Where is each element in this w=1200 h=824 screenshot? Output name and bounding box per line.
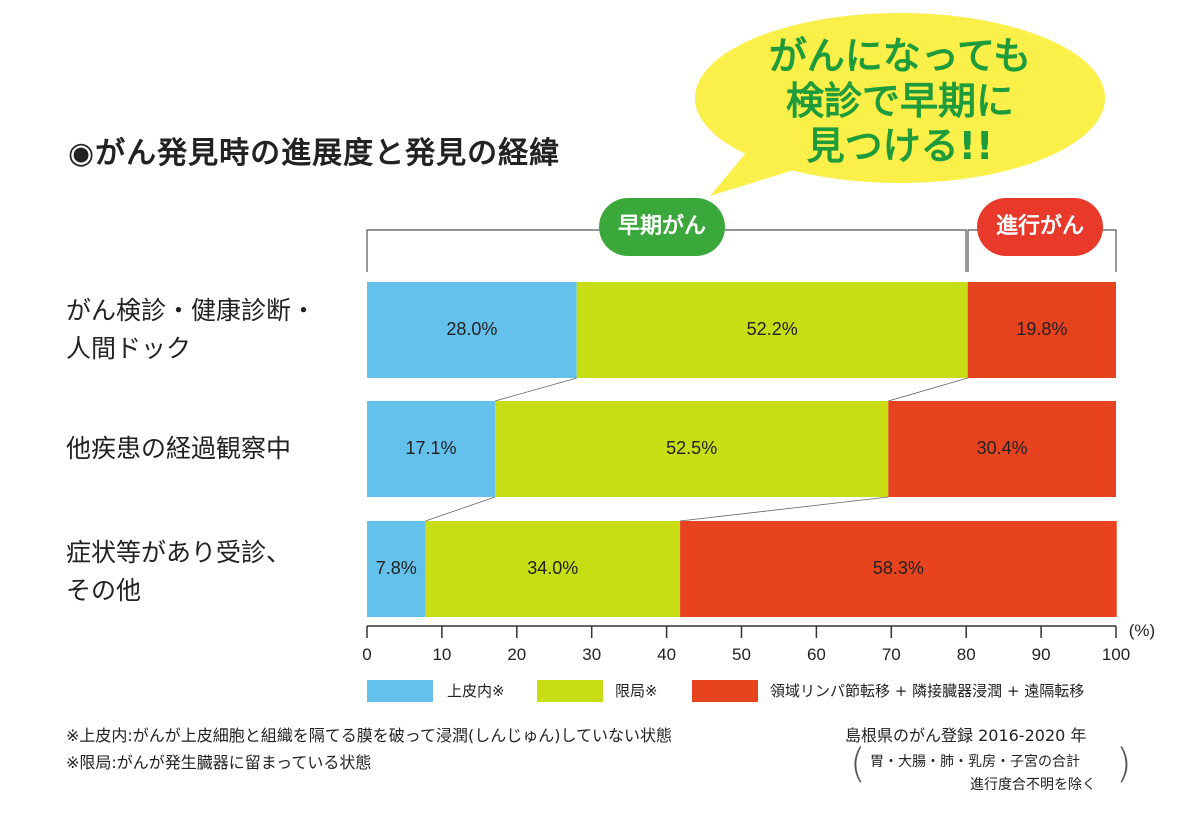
bar-segment	[425, 521, 681, 617]
connector-line	[680, 496, 889, 522]
x-tick-label: 20	[507, 645, 526, 664]
data-label: 52.2%	[747, 319, 798, 339]
data-label: 52.5%	[666, 438, 717, 458]
data-label: 34.0%	[527, 558, 578, 578]
bubble-line: 検診で早期に	[785, 79, 1014, 123]
x-tick-label: 30	[582, 645, 601, 664]
bar-segment	[576, 282, 968, 378]
row-label-symptoms: 症状等があり受診、 その他	[66, 534, 291, 610]
row-label-screening: がん検診・健康診断・ 人間ドック	[66, 292, 316, 368]
x-tick-label: 40	[657, 645, 676, 664]
x-tick-label: 90	[1032, 645, 1051, 664]
chart-title: ◉がん発見時の進展度と発見の経緯	[68, 136, 561, 171]
bar-segment	[495, 401, 889, 497]
legend-label: 上皮内※	[447, 682, 505, 700]
bubble-text: がんになっても 検診で早期に 見つける!!	[690, 34, 1110, 169]
bar-segment	[680, 521, 1117, 617]
bubble-line: 見つける!!	[806, 124, 994, 168]
data-label: 7.8%	[376, 558, 417, 578]
row-label-line: 人間ドック	[66, 334, 192, 363]
paren-left: (	[850, 741, 866, 787]
note-epithelial: ※上皮内:がんが上皮細胞と組織を隔てる膜を破って浸潤(しんじゅん)していない状態	[66, 726, 673, 745]
data-label: 19.8%	[1016, 319, 1067, 339]
legend-swatch	[537, 680, 603, 702]
x-tick-label: 60	[807, 645, 826, 664]
bar-segment	[888, 401, 1116, 497]
x-tick-label: 0	[362, 645, 371, 664]
legend-label: 領域リンパ節転移 + 隣接臓器浸潤 + 遠隔転移	[770, 682, 1085, 700]
legend-swatch	[692, 680, 758, 702]
x-tick-label: 100	[1102, 645, 1130, 664]
bar-segment	[367, 521, 426, 617]
x-tick-label: 50	[732, 645, 751, 664]
connector-line	[494, 377, 577, 402]
bar-segment	[967, 282, 1116, 378]
x-tick-label: 80	[957, 645, 976, 664]
legend-label: 限局※	[615, 682, 658, 700]
note-localized: ※限局:がんが発生臓器に留まっている状態	[66, 753, 372, 772]
bubble-line: がんになっても	[768, 34, 1032, 78]
early-cancer-chip: 早期がん	[599, 198, 725, 256]
source-label: 島根県のがん登録 2016-2020 年	[845, 726, 1087, 745]
row-label-line: がん検診・健康診断・	[66, 296, 317, 325]
row-label-line: 症状等があり受診、	[66, 538, 292, 567]
source-subnote: ( 胃・大腸・肺・乳房・子宮の合計 進行度合不明を除く )	[850, 741, 1132, 797]
bar-segment	[367, 282, 577, 378]
data-label: 30.4%	[977, 438, 1028, 458]
legend-swatch	[367, 680, 433, 702]
row-label-followup: 他疾患の経過観察中	[66, 430, 291, 468]
data-label: 28.0%	[446, 319, 497, 339]
connector-line	[425, 496, 496, 522]
row-label-line: 他疾患の経過観察中	[66, 434, 292, 463]
source-sub-line: 進行度合不明を除く	[970, 777, 1096, 793]
x-axis-unit: (%)	[1129, 621, 1155, 640]
paren-right: )	[1116, 741, 1132, 787]
source-sub-line: 胃・大腸・肺・乳房・子宮の合計	[870, 754, 1080, 770]
advanced-cancer-chip: 進行がん	[977, 198, 1103, 256]
x-tick-label: 70	[882, 645, 901, 664]
connector-line	[888, 377, 968, 402]
bar-segment	[367, 401, 496, 497]
row-label-line: その他	[66, 576, 142, 605]
data-label: 58.3%	[873, 558, 924, 578]
data-label: 17.1%	[406, 438, 457, 458]
speech-bubble	[695, 13, 1105, 196]
x-tick-label: 10	[432, 645, 451, 664]
